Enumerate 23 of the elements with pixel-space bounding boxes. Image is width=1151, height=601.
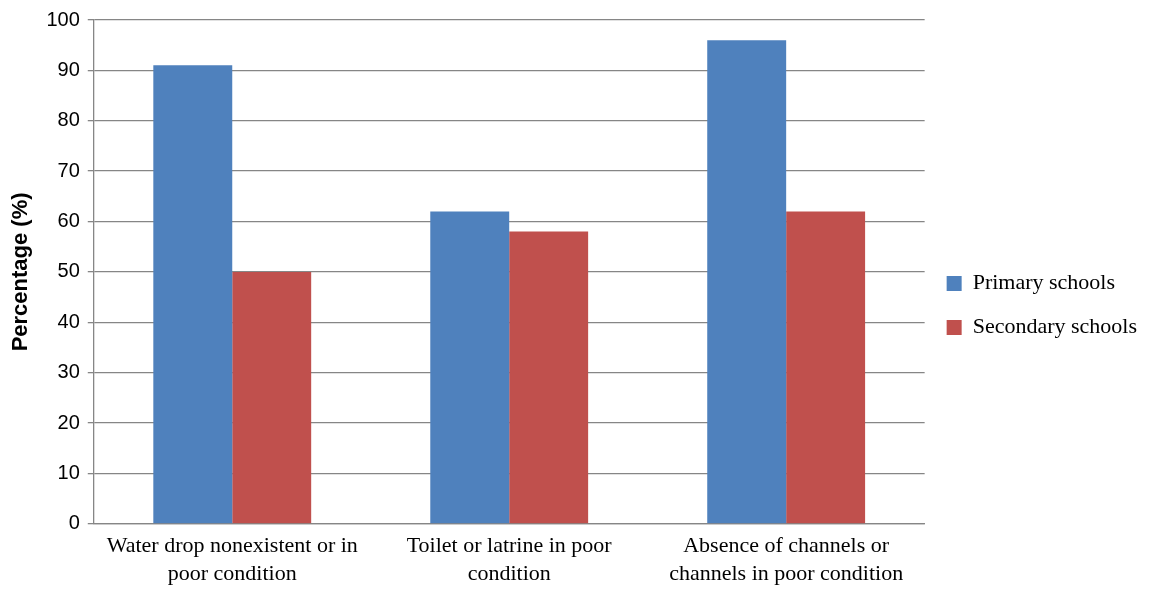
y-axis-title: Percentage (%) bbox=[7, 192, 33, 352]
bar bbox=[707, 40, 787, 524]
bar bbox=[786, 211, 866, 524]
y-tick-label: 100 bbox=[46, 7, 80, 30]
y-tick-label: 20 bbox=[57, 410, 80, 433]
y-tick-label: 40 bbox=[57, 309, 80, 332]
x-tick-label: Absence of channels or channels in poor condition bbox=[669, 531, 904, 586]
y-tick-label: 30 bbox=[57, 360, 80, 383]
legend-label: Secondary schools bbox=[972, 313, 1137, 339]
legend-label: Primary schools bbox=[972, 269, 1116, 295]
y-tick-label: 10 bbox=[57, 460, 80, 483]
y-tick-label: 80 bbox=[57, 108, 80, 131]
y-tick-label: 90 bbox=[57, 57, 80, 80]
y-tick-label: 50 bbox=[57, 259, 80, 282]
bar bbox=[153, 65, 233, 524]
bar bbox=[232, 271, 312, 524]
x-tick-label: Toilet or latrine in poor condition bbox=[406, 531, 613, 586]
bar bbox=[430, 211, 510, 524]
y-tick-label: 0 bbox=[68, 511, 80, 534]
y-tick-label: 60 bbox=[57, 209, 80, 232]
y-tick-label: 70 bbox=[57, 158, 80, 181]
bar bbox=[509, 231, 589, 524]
x-tick-label: Water drop nonexistent or in poor condition bbox=[106, 531, 358, 586]
